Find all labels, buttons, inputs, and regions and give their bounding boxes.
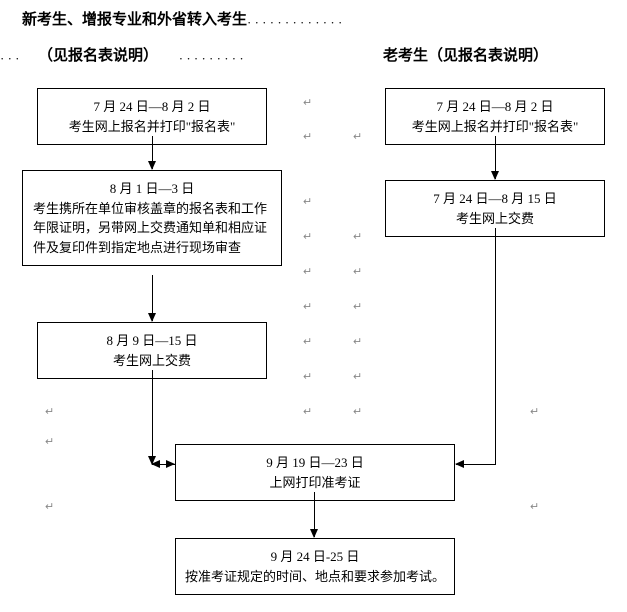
box-right-2-date: 7 月 24 日—8 月 15 日 xyxy=(392,189,598,209)
ret-4: ↵ xyxy=(303,195,312,208)
ret-18: ↵ xyxy=(45,435,54,448)
ret-1: ↵ xyxy=(303,96,312,109)
arrow-l3h xyxy=(152,464,174,465)
arrow-m1 xyxy=(314,492,315,537)
box-merge-2: 9 月 24 日-25 日 按准考证规定的时间、地点和要求参加考试。 xyxy=(175,538,455,595)
box-right-2-text: 考生网上交费 xyxy=(392,209,598,229)
ret-16: ↵ xyxy=(353,405,362,418)
ret-11: ↵ xyxy=(303,335,312,348)
ret-10: ↵ xyxy=(353,300,362,313)
ret-8: ↵ xyxy=(353,265,362,278)
header-right: 老考生（见报名表说明） xyxy=(383,44,548,65)
box-merge-1: 9 月 19 日—23 日 上网打印准考证 xyxy=(175,444,455,501)
arrow-l2 xyxy=(152,275,153,321)
arrow-l3v xyxy=(152,370,153,464)
box-left-1-date: 7 月 24 日—8 月 2 日 xyxy=(44,97,260,117)
box-left-2-text: 考生携所在单位审核盖章的报名表和工作年限证明，另带网上交费通知单和相应证件及复印… xyxy=(33,199,271,258)
arrow-l1 xyxy=(152,136,153,169)
box-left-3-date: 8 月 9 日—15 日 xyxy=(44,331,260,351)
ret-12: ↵ xyxy=(353,335,362,348)
ret-6: ↵ xyxy=(353,230,362,243)
arrow-r1 xyxy=(495,136,496,179)
ret-14: ↵ xyxy=(353,370,362,383)
ret-3: ↵ xyxy=(353,130,362,143)
ret-19: ↵ xyxy=(45,500,54,513)
header-left-top: 新考生、增报专业和外省转入考生 xyxy=(22,8,247,29)
ret-7: ↵ xyxy=(303,265,312,278)
box-left-2-date: 8 月 1 日—3 日 xyxy=(33,179,271,199)
box-right-1-date: 7 月 24 日—8 月 2 日 xyxy=(392,97,598,117)
box-right-1-text: 考生网上报名并打印"报名表" xyxy=(392,117,598,137)
header-left-sub: （见报名表说明） xyxy=(38,44,158,65)
arrow-r2h xyxy=(456,464,496,465)
box-merge-2-text: 按准考证规定的时间、地点和要求参加考试。 xyxy=(182,567,448,587)
ret-20: ↵ xyxy=(530,405,539,418)
box-merge-2-date: 9 月 24 日-25 日 xyxy=(182,547,448,567)
ret-5: ↵ xyxy=(303,230,312,243)
ret-2: ↵ xyxy=(303,130,312,143)
box-merge-1-text: 上网打印准考证 xyxy=(182,473,448,493)
ret-17: ↵ xyxy=(45,405,54,418)
ret-9: ↵ xyxy=(303,300,312,313)
arrow-r2v xyxy=(495,228,496,464)
ret-13: ↵ xyxy=(303,370,312,383)
ret-15: ↵ xyxy=(303,405,312,418)
ret-21: ↵ xyxy=(530,500,539,513)
box-merge-1-date: 9 月 19 日—23 日 xyxy=(182,453,448,473)
box-left-3-text: 考生网上交费 xyxy=(44,351,260,371)
box-left-2: 8 月 1 日—3 日 考生携所在单位审核盖章的报名表和工作年限证明，另带网上交… xyxy=(22,170,282,266)
box-left-1-text: 考生网上报名并打印"报名表" xyxy=(44,117,260,137)
